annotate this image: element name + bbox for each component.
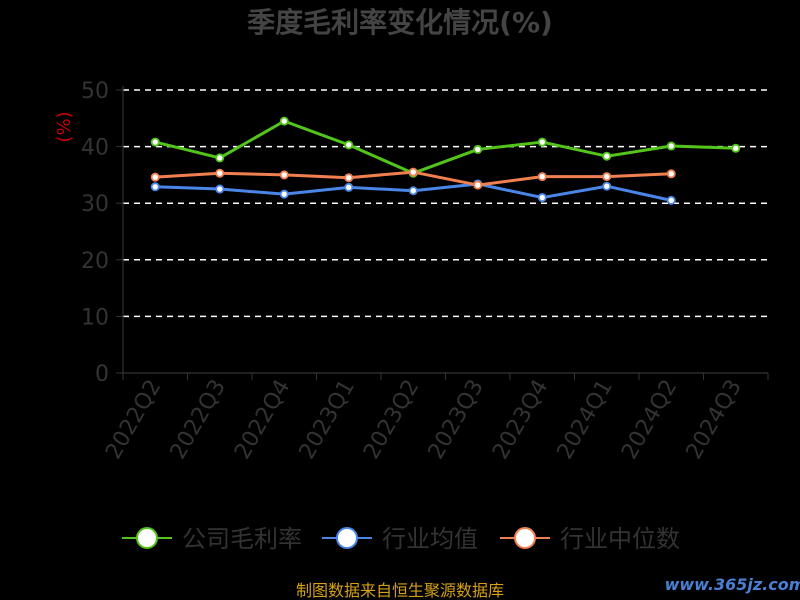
x-tick-label-2022Q2: 2022Q2 xyxy=(101,376,166,464)
data-point-0-3 xyxy=(344,140,354,150)
legend-label-1: 行业均值 xyxy=(382,525,478,553)
axes xyxy=(116,86,769,380)
x-tick-label-2022Q4: 2022Q4 xyxy=(230,376,295,464)
data-point-0-9 xyxy=(731,143,741,153)
data-point-2-5 xyxy=(473,180,483,190)
legend-item-1: 行业均值 xyxy=(322,525,478,553)
legend-label-0: 公司毛利率 xyxy=(182,525,302,553)
watermark: www.365jz.com xyxy=(665,575,800,594)
series-0 xyxy=(150,116,741,178)
y-tick-label-30: 30 xyxy=(81,192,109,217)
data-point-0-1 xyxy=(215,153,225,163)
source-note: 制图数据来自恒生聚源数据库 xyxy=(296,581,504,600)
data-point-0-6 xyxy=(537,137,547,147)
data-point-0-7 xyxy=(602,151,612,161)
y-tick-label-40: 40 xyxy=(81,136,109,161)
data-point-2-2 xyxy=(279,170,289,180)
y-axis-unit-label: (%) xyxy=(54,111,75,142)
data-point-2-4 xyxy=(408,167,418,177)
legend-marker-1 xyxy=(336,527,358,549)
data-point-1-8 xyxy=(666,195,676,205)
x-tick-label-2023Q4: 2023Q4 xyxy=(488,376,553,464)
legend-marker-2 xyxy=(514,527,536,549)
x-tick-label-2024Q3: 2024Q3 xyxy=(682,376,747,464)
series xyxy=(150,116,741,205)
series-line-0 xyxy=(154,119,736,175)
y-tick-label-10: 10 xyxy=(81,305,109,330)
x-tick-label-2024Q1: 2024Q1 xyxy=(553,376,618,464)
data-point-1-2 xyxy=(279,189,289,199)
series-2 xyxy=(150,167,676,190)
x-tick-label-2023Q3: 2023Q3 xyxy=(424,376,489,464)
y-tick-labels: 0 10 20 30 40 50 xyxy=(81,79,109,387)
data-point-0-5 xyxy=(473,144,483,154)
legend-item-0: 公司毛利率 xyxy=(122,525,302,553)
data-point-1-4 xyxy=(408,186,418,196)
chart-title: 季度毛利率变化情况(%) xyxy=(247,6,553,39)
series-1 xyxy=(150,179,676,205)
data-point-2-7 xyxy=(602,172,612,182)
data-point-1-1 xyxy=(215,184,225,194)
data-point-1-6 xyxy=(537,193,547,203)
y-tick-label-20: 20 xyxy=(81,249,109,274)
data-point-0-2 xyxy=(279,116,289,126)
data-point-1-7 xyxy=(602,181,612,191)
data-point-2-3 xyxy=(344,173,354,183)
data-point-2-1 xyxy=(215,168,225,178)
y-tick-label-0: 0 xyxy=(95,362,109,387)
data-point-2-8 xyxy=(666,169,676,179)
legend-label-2: 行业中位数 xyxy=(560,525,680,553)
legend: 公司毛利率 行业均值 行业中位数 xyxy=(122,525,680,553)
x-tick-label-2023Q2: 2023Q2 xyxy=(359,376,424,464)
x-tick-label-2023Q1: 2023Q1 xyxy=(295,376,360,464)
data-point-2-0 xyxy=(150,172,160,182)
grid-lines xyxy=(123,89,768,318)
y-tick-label-50: 50 xyxy=(81,79,109,104)
data-point-1-0 xyxy=(150,182,160,192)
legend-marker-0 xyxy=(136,527,158,549)
data-point-0-8 xyxy=(666,141,676,151)
data-point-0-0 xyxy=(150,137,160,147)
data-point-1-3 xyxy=(344,182,354,192)
x-tick-labels: 2022Q2 2022Q3 2022Q4 2023Q1 2023Q2 2023Q3 2023… xyxy=(101,376,747,464)
legend-item-2: 行业中位数 xyxy=(500,525,680,553)
data-point-2-6 xyxy=(537,172,547,182)
x-tick-label-2024Q2: 2024Q2 xyxy=(617,376,682,464)
x-tick-label-2022Q3: 2022Q3 xyxy=(166,376,231,464)
